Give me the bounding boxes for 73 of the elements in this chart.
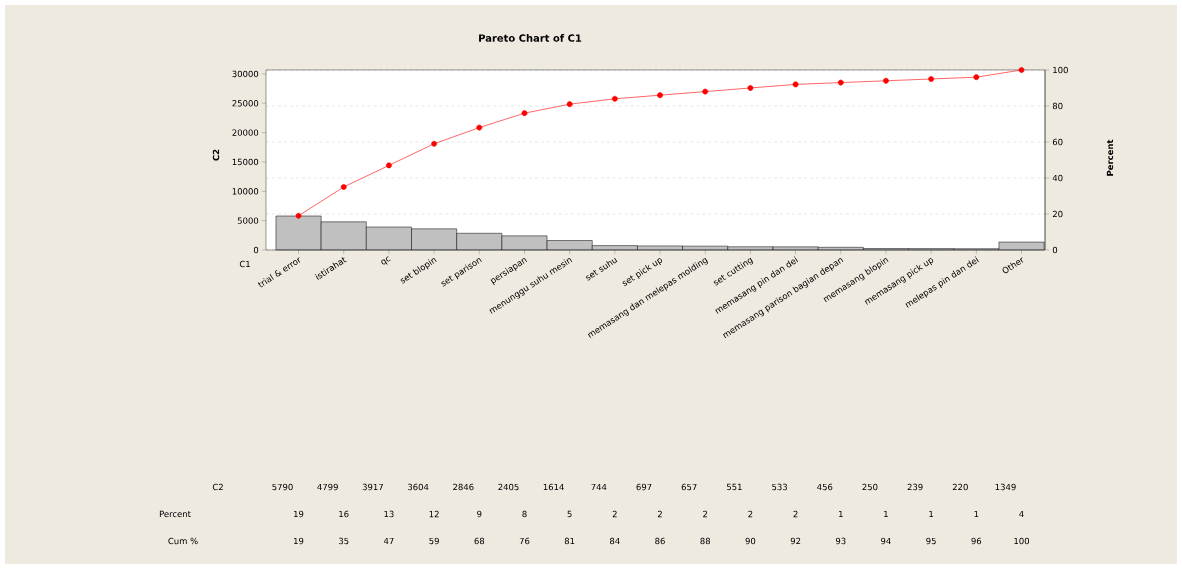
data-label: 100 <box>1014 537 1030 545</box>
text: C2 <box>212 483 223 491</box>
data-label: 95 <box>926 537 936 545</box>
text: Percent <box>159 510 191 518</box>
data-label: 744 <box>591 483 607 491</box>
data-label: 88 <box>700 537 711 545</box>
data-label: 59 <box>429 537 439 545</box>
y2-tick-label: 20 <box>1052 210 1063 218</box>
data-label: 4799 <box>317 483 338 491</box>
data-label: 657 <box>681 483 697 491</box>
y2-tick-label: 100 <box>1053 66 1068 74</box>
data-label: 1349 <box>995 483 1016 491</box>
text: 2 <box>748 510 753 518</box>
y-tick-label: 30000 <box>232 70 259 78</box>
data-label: 3604 <box>407 483 429 491</box>
y-tick-label: 25000 <box>232 100 259 107</box>
data-label: 93 <box>835 537 846 545</box>
data-label: 533 <box>772 483 787 491</box>
data-label: 220 <box>952 483 968 491</box>
chart-title: Pareto Chart of C1 <box>479 34 582 42</box>
data-label: 2405 <box>498 483 519 491</box>
text: 2 <box>612 510 617 518</box>
text: 13 <box>384 510 394 518</box>
data-label: 1614 <box>543 483 564 491</box>
data-label: 19 <box>294 537 304 545</box>
x-tick-label: set suhu <box>586 257 618 281</box>
data-label: 47 <box>383 537 394 545</box>
data-label: 35 <box>338 537 349 545</box>
text: 1 <box>929 510 934 518</box>
data-label: 81 <box>564 537 575 545</box>
data-label: 697 <box>636 483 652 491</box>
y-tick-label: 0 <box>253 246 259 254</box>
text: 2 <box>657 510 662 518</box>
data-label: 94 <box>881 537 891 545</box>
y-tick-label: 5000 <box>237 217 259 224</box>
data-label: 96 <box>971 537 982 545</box>
text: 1 <box>974 510 979 518</box>
text: 12 <box>429 510 439 518</box>
data-label: 68 <box>474 537 485 545</box>
y2-tick-label: 60 <box>1052 138 1063 146</box>
data-label: 551 <box>726 483 742 491</box>
data-label: 2846 <box>453 483 474 491</box>
text: 5 <box>567 510 572 518</box>
y-axis-title: C2 <box>212 149 220 161</box>
data-label: 5790 <box>272 483 293 491</box>
data-label: 456 <box>817 483 833 491</box>
text: 4 <box>1019 510 1024 518</box>
text: 2 <box>793 510 798 518</box>
text: 1 <box>884 510 888 518</box>
data-label: 250 <box>862 483 878 491</box>
data-label: 86 <box>655 537 665 545</box>
text: 16 <box>339 510 349 518</box>
y2-tick-label: 0 <box>1052 246 1058 254</box>
data-label: 239 <box>907 483 923 491</box>
text: 1 <box>839 510 843 518</box>
y2-axis-title: Percent <box>1106 139 1114 176</box>
data-label: 76 <box>519 537 530 545</box>
text: Cum % <box>168 537 198 545</box>
text: 8 <box>522 510 527 518</box>
data-label: 84 <box>610 537 620 545</box>
text: 19 <box>294 510 304 518</box>
y-tick-label: 15000 <box>232 158 259 166</box>
data-label: 90 <box>745 537 756 545</box>
x-tick-label: qc <box>381 256 391 265</box>
y-tick-label: 20000 <box>232 129 259 136</box>
text: 2 <box>703 510 708 518</box>
y2-tick-label: 80 <box>1052 102 1063 110</box>
text: 9 <box>477 510 482 518</box>
y-tick-label: 10000 <box>232 188 259 195</box>
x-axis-title: C1 <box>239 260 250 268</box>
data-label: 3917 <box>362 483 383 491</box>
data-label: 92 <box>790 537 801 545</box>
y2-tick-label: 40 <box>1052 174 1063 182</box>
